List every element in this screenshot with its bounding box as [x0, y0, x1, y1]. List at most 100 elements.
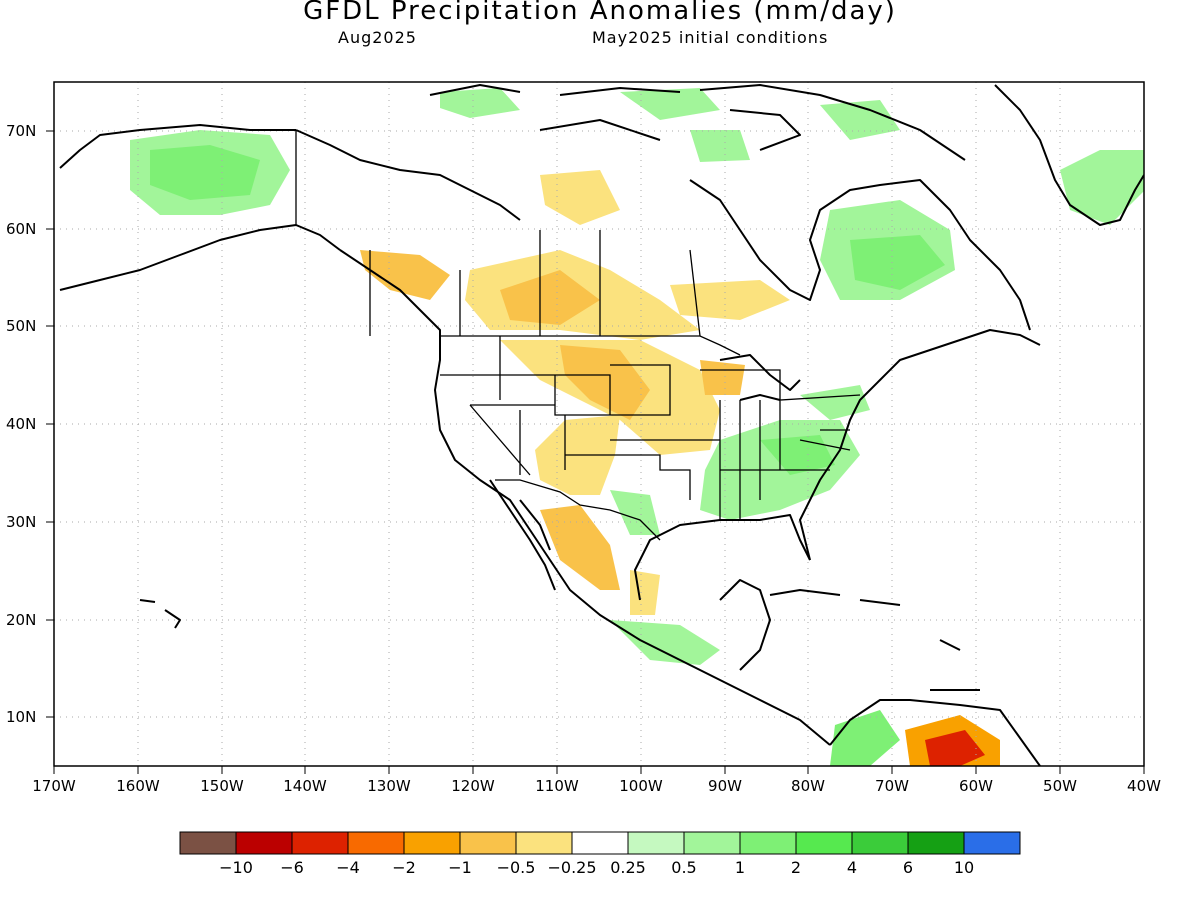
color-bar-labels: −10 −6 −4 −2 −1 −0.5 −0.25 0.25 0.5 1 2 …: [219, 858, 974, 877]
lat-label: 40N: [6, 415, 36, 433]
color-bar-swatch: [515, 831, 573, 855]
color-bar-swatch: [459, 831, 517, 855]
wet-anomaly-arctic-3: [820, 100, 900, 140]
lat-label: 20N: [6, 611, 36, 629]
lon-label: 70W: [875, 777, 909, 795]
coastline-south-america: [829, 699, 1041, 766]
coastline-greenland: [994, 84, 1144, 226]
color-bar-swatch: [179, 831, 237, 855]
map-title: GFDL Precipitation Anomalies (mm/day): [303, 0, 897, 26]
dry-anomaly-canada-north: [540, 170, 620, 225]
dry-anomaly-canada-core: [500, 270, 600, 325]
dry-anomaly-venezuela-core: [925, 730, 985, 766]
color-bar-label: −1: [448, 858, 472, 877]
color-bar-swatch: [403, 831, 461, 855]
color-bar-swatch: [851, 831, 909, 855]
color-bar-label: 0.5: [671, 858, 696, 877]
dry-anomaly-us-plains-core: [560, 345, 650, 420]
lon-label: 110W: [535, 777, 579, 795]
color-bar-swatch: [907, 831, 965, 855]
wet-anomaly-arctic-2: [620, 88, 720, 120]
coastline-hudson: [689, 179, 1031, 331]
color-bar-swatch: [347, 831, 405, 855]
coastline-baja: [489, 479, 556, 591]
color-bar-label: 1: [735, 858, 745, 877]
anomaly-shading: [130, 88, 1144, 766]
map-area: [54, 82, 1144, 766]
color-bar-swatch: [235, 831, 293, 855]
dry-anomaly-mexico-nw: [540, 505, 620, 590]
coastline-east: [799, 329, 1041, 561]
us-mexico-border: [495, 479, 661, 541]
political-boundaries: [295, 130, 861, 541]
lon-label: 90W: [708, 777, 742, 795]
color-bar-label: −4: [336, 858, 360, 877]
lon-label: 40W: [1127, 777, 1161, 795]
wet-anomaly-central-america: [610, 620, 720, 665]
lon-label: 130W: [367, 777, 411, 795]
latitude-labels: 70N 60N 50N 40N 30N 20N 10N: [6, 122, 36, 726]
dry-anomaly-canada-west: [360, 250, 450, 300]
coastlines: [59, 84, 1144, 766]
dry-anomaly-mexico-central: [630, 570, 660, 615]
dry-anomaly-hudson: [670, 280, 790, 320]
lon-label: 160W: [116, 777, 160, 795]
lon-label: 120W: [451, 777, 495, 795]
lon-label: 80W: [791, 777, 825, 795]
lon-label: 100W: [619, 777, 663, 795]
wet-anomaly-northeast-us: [800, 385, 870, 420]
color-bar-label: −0.25: [547, 858, 596, 877]
lat-label: 10N: [6, 708, 36, 726]
color-bar-label: 4: [847, 858, 857, 877]
canada-province-lines: [369, 230, 701, 337]
color-bar-swatch: [291, 831, 349, 855]
color-bar: −10 −6 −4 −2 −1 −0.5 −0.25 0.25 0.5 1 2 …: [179, 831, 1021, 877]
color-bar-label: −0.5: [497, 858, 536, 877]
wet-anomaly-texas-gulf: [610, 490, 660, 535]
lon-label: 50W: [1043, 777, 1077, 795]
lat-label: 70N: [6, 122, 36, 140]
color-bar-label: −10: [219, 858, 253, 877]
wet-anomaly-alaska-core: [150, 145, 260, 200]
wet-anomaly-quebec-core: [850, 235, 945, 290]
color-bar-swatch: [571, 831, 629, 855]
initial-conditions-label: May2025 initial conditions: [592, 28, 829, 47]
wet-anomaly-arctic-1: [440, 88, 520, 118]
color-bar-boxes: [179, 831, 1021, 855]
color-bar-swatch: [739, 831, 797, 855]
longitude-labels: 170W 160W 150W 140W 130W 120W 110W 100W …: [32, 777, 1161, 795]
color-bar-swatch: [627, 831, 685, 855]
coastline-alaska: [59, 124, 521, 291]
color-bar-label: −2: [392, 858, 416, 877]
lon-label: 140W: [283, 777, 327, 795]
wet-anomaly-southeast-core: [760, 435, 835, 475]
lat-label: 50N: [6, 317, 36, 335]
us-state-lines: [440, 336, 861, 520]
color-bar-label: −6: [280, 858, 304, 877]
coastline-arctic-islands: [429, 84, 966, 161]
gridlines: [54, 82, 1144, 766]
color-bar-swatch: [683, 831, 741, 855]
coastline-hawaii: [139, 599, 181, 629]
color-bar-label: 10: [954, 858, 974, 877]
coastline-west: [339, 249, 831, 746]
wet-anomaly-greenland: [1060, 150, 1144, 225]
lon-label: 170W: [32, 777, 76, 795]
color-bar-label: 0.25: [610, 858, 646, 877]
lat-label: 60N: [6, 220, 36, 238]
wet-anomaly-colombia: [830, 710, 900, 766]
color-bar-swatch: [795, 831, 853, 855]
lat-label: 30N: [6, 513, 36, 531]
lon-label: 150W: [200, 777, 244, 795]
us-canada-border: [295, 130, 741, 356]
dry-anomaly-upper-midwest: [700, 360, 745, 395]
wet-anomaly-arctic-4: [690, 130, 750, 162]
color-bar-label: 6: [903, 858, 913, 877]
color-bar-swatch: [963, 831, 1021, 855]
coastline-great-lakes: [719, 354, 801, 401]
color-bar-label: 2: [791, 858, 801, 877]
coastline-caribbean: [769, 589, 980, 691]
axis-ticks: [46, 130, 1145, 774]
lon-label: 60W: [959, 777, 993, 795]
